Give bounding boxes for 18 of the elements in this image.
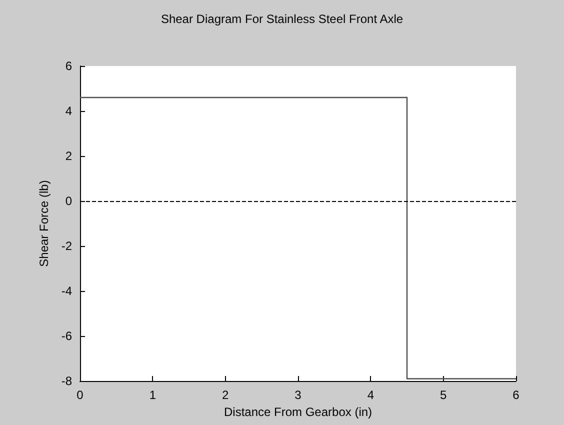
x-tick-label: 3 bbox=[294, 388, 302, 402]
x-tick-label: 4 bbox=[367, 388, 374, 402]
y-tick-label: 4 bbox=[65, 104, 72, 118]
x-axis-title: Distance From Gearbox (in) bbox=[224, 404, 372, 419]
x-tick-label: 1 bbox=[149, 388, 156, 402]
y-tick-label: -2 bbox=[61, 239, 72, 253]
x-tick-label: 6 bbox=[512, 388, 520, 402]
x-tick-label: 2 bbox=[222, 388, 229, 402]
y-tick-label: 0 bbox=[65, 194, 72, 208]
y-tick-label: -8 bbox=[61, 374, 72, 388]
y-axis-title: Shear Force (lb) bbox=[37, 180, 51, 267]
x-tick-label: 0 bbox=[76, 388, 84, 402]
y-tick-label: 2 bbox=[65, 149, 72, 163]
y-tick-label: 6 bbox=[65, 59, 72, 73]
y-tick-label: -6 bbox=[61, 329, 72, 343]
x-tick-label: 5 bbox=[440, 388, 447, 402]
y-tick-label: -4 bbox=[61, 284, 72, 298]
chart-title: Shear Diagram For Stainless Steel Front Axle bbox=[160, 12, 404, 26]
